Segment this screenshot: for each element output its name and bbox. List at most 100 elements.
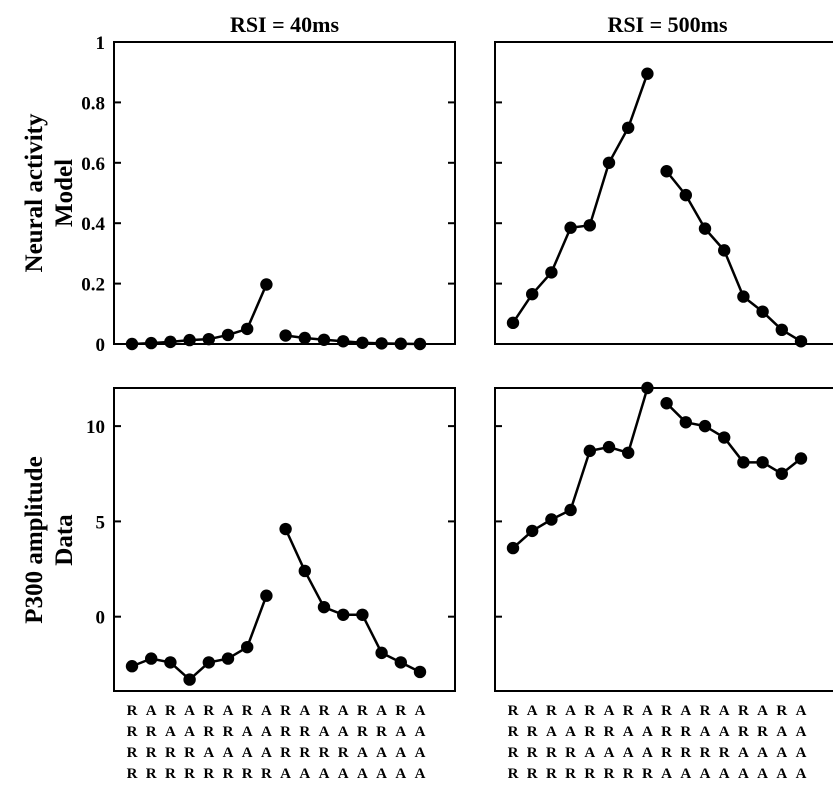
chart-panel-3: 0 5 10 xyxy=(86,387,456,692)
sequence-letter: A xyxy=(776,766,787,782)
series-line-segment-1 xyxy=(511,73,649,324)
data-point xyxy=(145,652,158,665)
data-point xyxy=(622,446,635,459)
data-point xyxy=(737,290,750,303)
sequence-letter: R xyxy=(319,703,330,719)
sequence-letter: R xyxy=(604,724,615,740)
sequence-letter: A xyxy=(299,766,310,782)
sequence-letter: A xyxy=(565,724,576,740)
sequence-letter: R xyxy=(757,724,768,740)
data-point xyxy=(602,156,616,169)
sequence-letter: A xyxy=(642,745,653,761)
data-point xyxy=(602,440,616,454)
sequence-letter: R xyxy=(584,703,595,719)
sequence-letter: R xyxy=(738,724,749,740)
data-point xyxy=(622,121,635,134)
data-point xyxy=(394,656,407,669)
data-point xyxy=(221,652,235,665)
sequence-letter: R xyxy=(338,745,349,761)
sequence-letter: A xyxy=(395,745,406,761)
sequence-letter: R xyxy=(280,703,291,719)
data-point xyxy=(337,608,350,621)
sequence-letter: R xyxy=(261,766,272,782)
sequence-letter: A xyxy=(757,766,768,782)
sequence-letter: R xyxy=(357,703,368,719)
data-point xyxy=(794,452,808,465)
sequence-letter: A xyxy=(242,745,253,761)
sequence-letter: A xyxy=(415,724,426,740)
series-line-segment-1 xyxy=(131,595,268,681)
data-point xyxy=(775,323,788,337)
data-point xyxy=(375,337,388,350)
row-labels: Neural activity Model P300 amplitude Data xyxy=(21,113,78,624)
sequence-letter: A xyxy=(719,766,730,782)
panel-title: RSI = 500ms xyxy=(607,12,728,37)
sequence-letter: R xyxy=(527,724,538,740)
data-point xyxy=(564,503,577,517)
sequence-letter: A xyxy=(223,745,234,761)
sequence-letter: R xyxy=(165,703,176,719)
sequence-letter: R xyxy=(623,703,634,719)
data-point xyxy=(202,656,215,669)
sequence-letter: R xyxy=(700,703,711,719)
sequence-letter: R xyxy=(584,724,595,740)
sequence-letter: R xyxy=(680,724,691,740)
series-line-segment-2 xyxy=(665,402,802,476)
sequence-letter: A xyxy=(738,745,749,761)
series-line-segment-2 xyxy=(284,528,421,674)
y-tick-label: 0 xyxy=(96,608,106,629)
sequence-letter: R xyxy=(527,745,538,761)
sequence-letter: R xyxy=(642,766,653,782)
data-point xyxy=(356,608,369,621)
data-point xyxy=(164,335,177,349)
sequence-letter: A xyxy=(546,724,557,740)
sequence-letter: A xyxy=(146,703,157,719)
data-point xyxy=(221,328,235,342)
sequence-letter: R xyxy=(184,766,195,782)
sequence-letter: A xyxy=(604,703,615,719)
sequence-letter: R xyxy=(280,724,291,740)
data-point xyxy=(660,397,673,410)
chart-panel-2: RSI = 500ms xyxy=(494,12,833,348)
sequence-letter: R xyxy=(146,724,157,740)
sequence-letter: A xyxy=(319,724,330,740)
chart-panel-4 xyxy=(494,381,833,692)
sequence-letter: A xyxy=(261,724,272,740)
data-point xyxy=(125,660,139,673)
series-line-segment-1 xyxy=(512,387,649,550)
data-point xyxy=(583,444,596,458)
sequence-letter: A xyxy=(565,703,576,719)
sequence-letter: R xyxy=(203,724,214,740)
sequence-letter: A xyxy=(376,766,387,782)
data-point xyxy=(260,589,273,602)
sequence-letter: A xyxy=(415,745,426,761)
data-point xyxy=(279,329,292,342)
chart-panel-1: 0 0.2 0.4 0.6 0.8 1 RSI = 40ms xyxy=(81,12,456,356)
sequence-letter: A xyxy=(680,703,691,719)
data-point xyxy=(775,467,788,480)
sequence-letter: A xyxy=(527,703,538,719)
data-point xyxy=(394,337,407,350)
sequence-letter: R xyxy=(719,745,730,761)
sequence-letter: A xyxy=(184,724,195,740)
data-point xyxy=(564,221,577,234)
data-point xyxy=(279,522,292,536)
sequence-letter: A xyxy=(623,745,634,761)
sequence-letter: A xyxy=(642,724,653,740)
sequence-letter: A xyxy=(415,703,426,719)
sequence-letter: R xyxy=(508,703,519,719)
sequence-letter: R xyxy=(184,745,195,761)
panel-title: RSI = 40ms xyxy=(230,12,340,37)
sequence-letter: R xyxy=(700,745,711,761)
data-point xyxy=(298,331,311,345)
sequence-letter: A xyxy=(357,745,368,761)
data-point xyxy=(526,524,539,538)
row-label: P300 amplitude xyxy=(21,456,48,623)
sequence-letter: R xyxy=(738,703,749,719)
y-tick-label: 0.8 xyxy=(81,93,105,114)
plot-frame xyxy=(494,387,833,692)
sequence-letter: R xyxy=(242,766,253,782)
sequence-letter: R xyxy=(223,766,234,782)
data-point xyxy=(679,416,692,429)
sequence-letter: R xyxy=(203,703,214,719)
